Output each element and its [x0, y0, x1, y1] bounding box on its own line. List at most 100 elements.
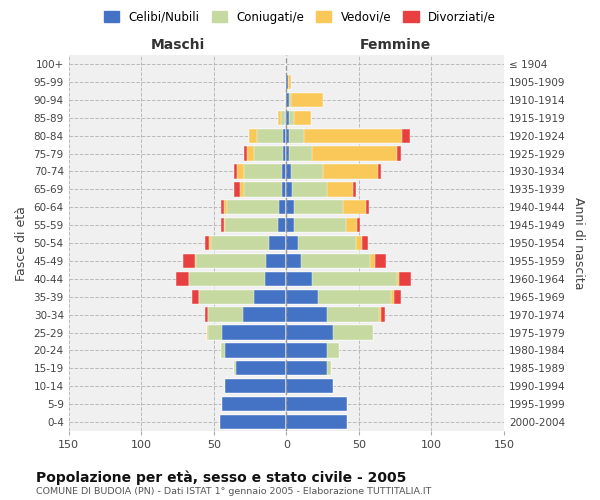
Bar — [286, 326, 333, 340]
Bar — [286, 110, 293, 125]
Bar — [286, 146, 289, 161]
Bar — [286, 326, 373, 340]
Bar — [206, 326, 286, 340]
Bar — [286, 361, 331, 376]
Bar — [286, 254, 301, 268]
Bar — [286, 110, 289, 125]
Bar — [223, 397, 286, 411]
Bar — [286, 218, 361, 232]
Bar — [221, 200, 286, 214]
Bar — [286, 397, 347, 411]
Bar — [285, 92, 286, 107]
Bar — [282, 182, 286, 196]
Bar — [285, 92, 286, 107]
Bar — [286, 182, 353, 196]
Bar — [286, 92, 323, 107]
Bar — [286, 75, 288, 89]
Bar — [286, 236, 362, 250]
Text: COMUNE DI BUDOIA (PN) - Dati ISTAT 1° gennaio 2005 - Elaborazione TUTTITALIA.IT: COMUNE DI BUDOIA (PN) - Dati ISTAT 1° ge… — [36, 486, 431, 496]
Bar — [286, 290, 401, 304]
Bar — [234, 361, 286, 376]
Bar — [286, 397, 347, 411]
Bar — [286, 326, 373, 340]
Bar — [286, 200, 369, 214]
Bar — [266, 254, 286, 268]
Text: Popolazione per età, sesso e stato civile - 2005: Popolazione per età, sesso e stato civil… — [36, 470, 406, 485]
Bar — [244, 182, 286, 196]
Bar — [286, 415, 347, 429]
Bar — [221, 344, 286, 357]
Bar — [286, 218, 358, 232]
Bar — [286, 397, 347, 411]
Bar — [254, 146, 286, 161]
Bar — [286, 290, 391, 304]
Bar — [183, 254, 286, 268]
Bar — [286, 272, 397, 286]
Bar — [286, 75, 288, 89]
Bar — [208, 308, 286, 322]
Bar — [265, 272, 286, 286]
Bar — [286, 128, 410, 143]
Bar — [286, 379, 333, 394]
Bar — [286, 92, 323, 107]
Bar — [192, 290, 286, 304]
Bar — [286, 272, 313, 286]
Bar — [286, 254, 386, 268]
Bar — [286, 254, 370, 268]
Bar — [281, 110, 286, 125]
Bar — [237, 164, 286, 178]
Bar — [283, 128, 286, 143]
Bar — [286, 75, 290, 89]
Bar — [224, 200, 286, 214]
Bar — [234, 361, 286, 376]
Bar — [254, 290, 286, 304]
Bar — [286, 200, 366, 214]
Bar — [286, 164, 378, 178]
Bar — [189, 272, 286, 286]
Bar — [286, 361, 331, 376]
Bar — [286, 397, 347, 411]
Bar — [286, 344, 338, 357]
Bar — [286, 146, 313, 161]
Bar — [283, 146, 286, 161]
Bar — [220, 415, 286, 429]
Bar — [236, 361, 286, 376]
Bar — [286, 164, 380, 178]
Bar — [286, 290, 394, 304]
Bar — [286, 254, 375, 268]
Bar — [199, 290, 286, 304]
Bar — [196, 254, 286, 268]
Bar — [286, 182, 356, 196]
Bar — [223, 397, 286, 411]
Bar — [248, 128, 286, 143]
Bar — [285, 92, 286, 107]
Bar — [220, 415, 286, 429]
Bar — [286, 164, 323, 178]
Bar — [286, 326, 373, 340]
Y-axis label: Anni di nascita: Anni di nascita — [572, 197, 585, 290]
Bar — [226, 379, 286, 394]
Bar — [278, 218, 286, 232]
Bar — [248, 128, 286, 143]
Bar — [286, 361, 327, 376]
Bar — [208, 326, 286, 340]
Bar — [286, 344, 327, 357]
Bar — [247, 146, 286, 161]
Bar — [269, 236, 286, 250]
Bar — [244, 164, 286, 178]
Bar — [278, 110, 286, 125]
Bar — [286, 218, 293, 232]
Bar — [286, 200, 343, 214]
Bar — [286, 290, 318, 304]
Bar — [286, 128, 304, 143]
Bar — [286, 272, 411, 286]
Bar — [195, 254, 286, 268]
Bar — [234, 361, 286, 376]
Bar — [286, 308, 327, 322]
Bar — [226, 218, 286, 232]
Bar — [221, 344, 286, 357]
Bar — [278, 110, 286, 125]
Bar — [286, 379, 333, 394]
Bar — [286, 415, 347, 429]
Bar — [286, 128, 289, 143]
